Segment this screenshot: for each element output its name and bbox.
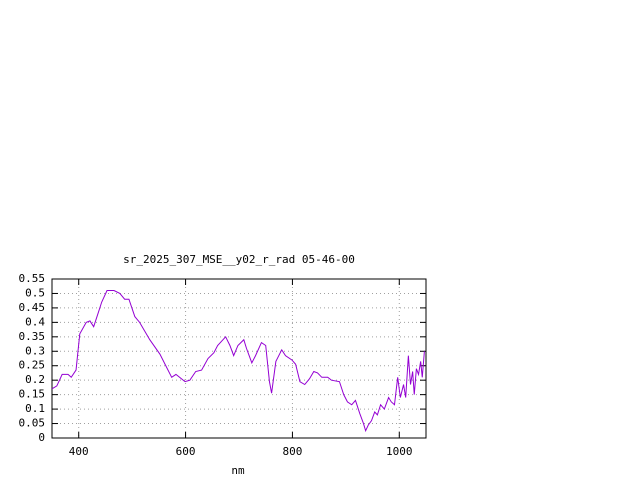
x-tick-label: 1000 (386, 445, 413, 458)
y-tick-label: 0.25 (19, 359, 46, 372)
y-tick-label: 0.45 (19, 301, 46, 314)
y-tick-label: 0.3 (25, 344, 45, 357)
y-tick-label: 0.35 (19, 330, 46, 343)
y-tick-label: 0.4 (25, 315, 45, 328)
x-tick-label: 400 (69, 445, 89, 458)
y-tick-label: 0.55 (19, 272, 46, 285)
chart-title: sr_2025_307_MSE__y02_r_rad 05-46-00 (123, 253, 355, 266)
y-tick-label: 0 (38, 431, 45, 444)
y-tick-label: 0.2 (25, 373, 45, 386)
x-axis-label: nm (231, 464, 245, 477)
y-tick-label: 0.15 (19, 388, 46, 401)
y-tick-label: 0.5 (25, 286, 45, 299)
x-tick-label: 800 (282, 445, 302, 458)
y-tick-label: 0.05 (19, 417, 46, 430)
plot-frame (51, 278, 427, 439)
data-line (51, 290, 425, 433)
x-tick-label: 600 (176, 445, 196, 458)
y-tick-label: 0.1 (25, 402, 45, 415)
